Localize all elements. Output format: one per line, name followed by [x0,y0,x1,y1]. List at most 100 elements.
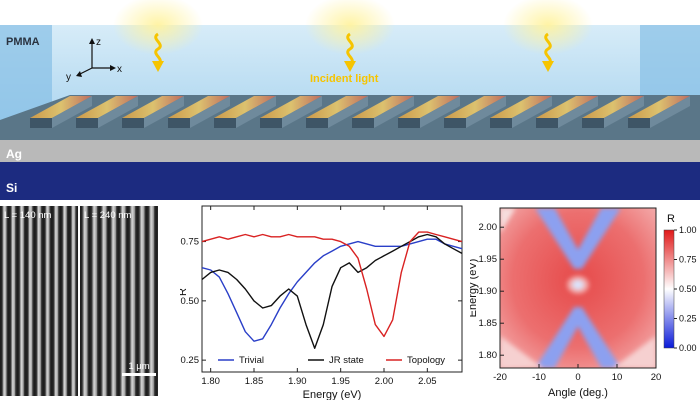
grating-ridge-top [168,96,230,118]
hm-y-tick-label: 1.95 [479,254,498,265]
grating-ridge-top [260,96,322,118]
grating-ridge-side [512,96,552,128]
legend-label: Trivial [239,355,264,366]
grating-ridge-side [420,96,460,128]
ag-label: Ag [6,147,22,161]
scale-bar-label: 1 μm [128,361,150,372]
x-tick-label: 1.90 [288,376,307,387]
grating-ridge-side [558,96,598,128]
grating-ridge-top [352,96,414,118]
colorbar-tick-label: 0.75 [679,255,697,265]
grating-ridge-front [30,118,52,128]
hm-x-tick-label: 0 [575,372,580,383]
hm-y-tick-label: 2.00 [479,222,498,233]
hm-x-tick-label: -20 [493,372,507,383]
grating-ridge-front [122,118,144,128]
colorbar-title: R [667,213,675,225]
sem-image-right: L = 240 nm [80,206,158,396]
grating-ridge-front [536,118,558,128]
series-line-topology [201,231,463,338]
grating-ridge-front [490,118,512,128]
x-tick-label: 1.95 [331,376,350,387]
incident-light-arrow [152,32,164,72]
ag-layer [0,140,700,162]
series-line-jr-state [201,233,463,349]
incident-light-label: Incident light [310,73,379,85]
grating-ridge-top [582,96,644,118]
grating-ridge-side [98,96,138,128]
grating-ridge-side [282,96,322,128]
hm-y-tick-label: 1.85 [479,318,498,329]
y-tick-label: 0.50 [181,296,200,307]
grating-ridge-top [122,96,184,118]
grating-ridge-side [236,96,276,128]
sem-divider [78,206,80,396]
axis-x-label: x [117,64,122,75]
grating-ridge-side [650,96,690,128]
x-tick-label: 2.00 [375,376,394,387]
x-tick-label: 2.05 [418,376,437,387]
colorbar-tick-label: 0.25 [679,314,697,324]
device-schematic: Incident light PMMA Ag Si z x y [0,0,700,200]
grating-ridge-front [628,118,650,128]
coordinate-axes: z x y [66,37,122,83]
reflectance-heatmap: -20 -10 0 10 20 1.80 1.85 1.90 1.95 2.00 0.00 0.25… [470,207,697,399]
grating-ridge-top [628,96,690,118]
grating-ridge-top [398,96,460,118]
x-tick-label: 1.80 [201,376,220,387]
series-line-trivial [201,238,463,342]
axis-z-label: z [96,37,101,48]
legend-label: Topology [407,355,445,366]
heatmap-y-label: Energy (eV) [470,259,479,318]
grating-ridge-side [374,96,414,128]
axis-y-label: y [66,72,71,83]
si-label: Si [6,181,17,195]
legend-label: JR state [329,355,364,366]
colorbar-tick-label: 0.00 [679,343,697,353]
grating-ridge-top [536,96,598,118]
grating-ridge-top [306,96,368,118]
grating-ridge-front [214,118,236,128]
light-glow [503,0,593,55]
y-tick-label: 0.75 [181,237,200,248]
hm-x-tick-label: 20 [651,372,662,383]
grating-ridge-side [190,96,230,128]
grating-ridge-front [352,118,374,128]
scale-bar-line [122,373,156,376]
grating-ridge-top [214,96,276,118]
edge-band [500,336,543,368]
grating-ridge-top [30,96,92,118]
hm-y-tick-label: 1.80 [479,350,498,361]
incident-light-arrow [542,32,554,72]
grating-ridge-front [260,118,282,128]
reflectance-line-chart: 1.80 1.85 1.90 1.95 2.00 2.05 0.25 0.50 0.75 Tri… [180,205,463,400]
grating-ridge-side [604,96,644,128]
grating-ridge-front [168,118,190,128]
grating-ridge-side [466,96,506,128]
hm-y-tick-label: 1.90 [479,286,498,297]
lower-dip-band [535,307,621,368]
grating-ridge-top [490,96,552,118]
sem-right-label: L = 240 nm [84,210,132,221]
grating-ridge-side [144,96,184,128]
heatmap-x-label: Angle (deg.) [548,387,608,399]
colorbar-tick-label: 1.00 [679,225,697,235]
upper-dip-band [535,208,621,269]
grating-ridge-front [444,118,466,128]
si-layer [0,162,700,200]
grating-ridges [30,96,690,128]
y-axis-label: R [180,288,189,296]
hm-x-tick-label: 10 [612,372,623,383]
light-glow [113,0,203,55]
grating-ridge-front [582,118,604,128]
light-glow [305,0,395,55]
grating-ridge-top [444,96,506,118]
x-axis-label: Energy (eV) [303,389,362,400]
grating-ridge-side [328,96,368,128]
grating-ridge-side [52,96,92,128]
grating-ridge-front [306,118,328,128]
scale-bar: 1 μm [122,361,156,376]
center-halo [567,275,589,294]
hm-x-tick-label: -10 [532,372,546,383]
grating-ridge-front [398,118,420,128]
